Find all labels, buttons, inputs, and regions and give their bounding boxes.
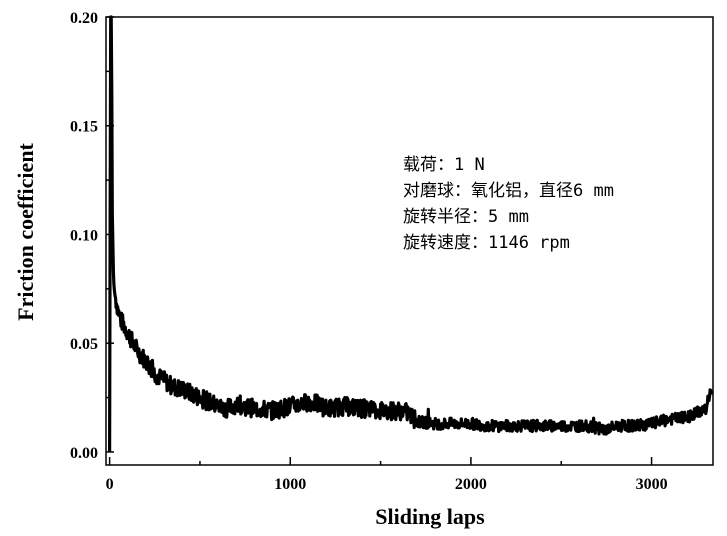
x-axis-title: Sliding laps (375, 504, 485, 529)
y-axis-title: Friction coefficient (13, 142, 38, 320)
annotation-rotation-speed: 旋转速度：1146 rpm (403, 233, 570, 253)
friction-series-line (108, 15, 713, 453)
plot-area (108, 15, 713, 453)
y-tick-label: 0.15 (70, 119, 98, 136)
y-tick-label: 0.20 (70, 10, 98, 27)
annotation-rotation-radius: 旋转半径：5 mm (403, 207, 529, 227)
x-tick-label: 1000 (274, 476, 306, 493)
x-tick-label: 0 (106, 476, 114, 493)
annotation-load: 载荷：1 N (403, 155, 485, 175)
test-conditions-annotation: 载荷：1 N 对磨球：氧化铝，直径6 mm 旋转半径：5 mm 旋转速度：114… (403, 155, 614, 253)
y-tick-label: 0.10 (70, 227, 98, 244)
annotation-counter-ball: 对磨球：氧化铝，直径6 mm (403, 181, 614, 201)
x-tick-label: 2000 (455, 476, 487, 493)
y-tick-label: 0.05 (70, 336, 98, 353)
y-tick-label: 0.00 (70, 445, 98, 462)
x-tick-label: 3000 (636, 476, 668, 493)
tick-labels: 0 1000 2000 3000 0.00 0.05 0.10 0.15 0.20 (70, 10, 668, 493)
plot-frame (105, 16, 714, 466)
axis-ticks (106, 16, 653, 465)
